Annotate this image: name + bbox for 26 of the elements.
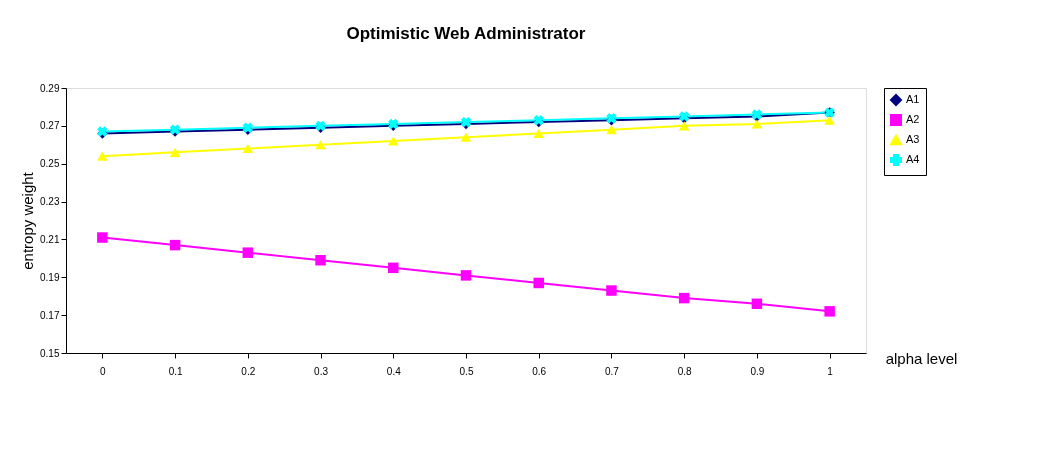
legend-label: A4 [906, 153, 920, 165]
y-tick-label: 0.17 [40, 309, 60, 321]
x-tick-label: 0.1 [168, 365, 183, 377]
x-tick-label: 0.3 [314, 365, 329, 377]
y-axis-title: entropy weight [19, 171, 37, 270]
legend-label: A3 [906, 133, 920, 145]
x-tick-label: 0.4 [386, 365, 402, 377]
x-tick-label: 0 [100, 365, 107, 377]
x-tick-label: 0.7 [605, 365, 620, 377]
x-tick-label: 0.2 [241, 365, 256, 377]
x-axis-title: alpha level [885, 349, 958, 367]
x-tick-label: 0.8 [677, 365, 693, 377]
x-tick-label: 0.5 [459, 365, 474, 377]
y-tick-label: 0.27 [40, 120, 60, 132]
legend-label: A1 [906, 93, 920, 105]
y-tick-label: 0.19 [40, 271, 60, 283]
y-tick-label: 0.21 [40, 233, 60, 245]
legend-label: A2 [906, 113, 920, 125]
y-tick-label: 0.15 [40, 347, 60, 359]
y-tick-label: 0.25 [40, 158, 60, 170]
y-tick-label: 0.29 [40, 82, 60, 94]
chart-title: Optimistic Web Administrator [346, 24, 586, 43]
y-tick-label: 0.23 [40, 196, 60, 208]
x-tick-label: 0.9 [750, 365, 765, 377]
x-tick-label: 0.6 [532, 365, 547, 377]
x-tick-label: 1 [827, 365, 834, 377]
